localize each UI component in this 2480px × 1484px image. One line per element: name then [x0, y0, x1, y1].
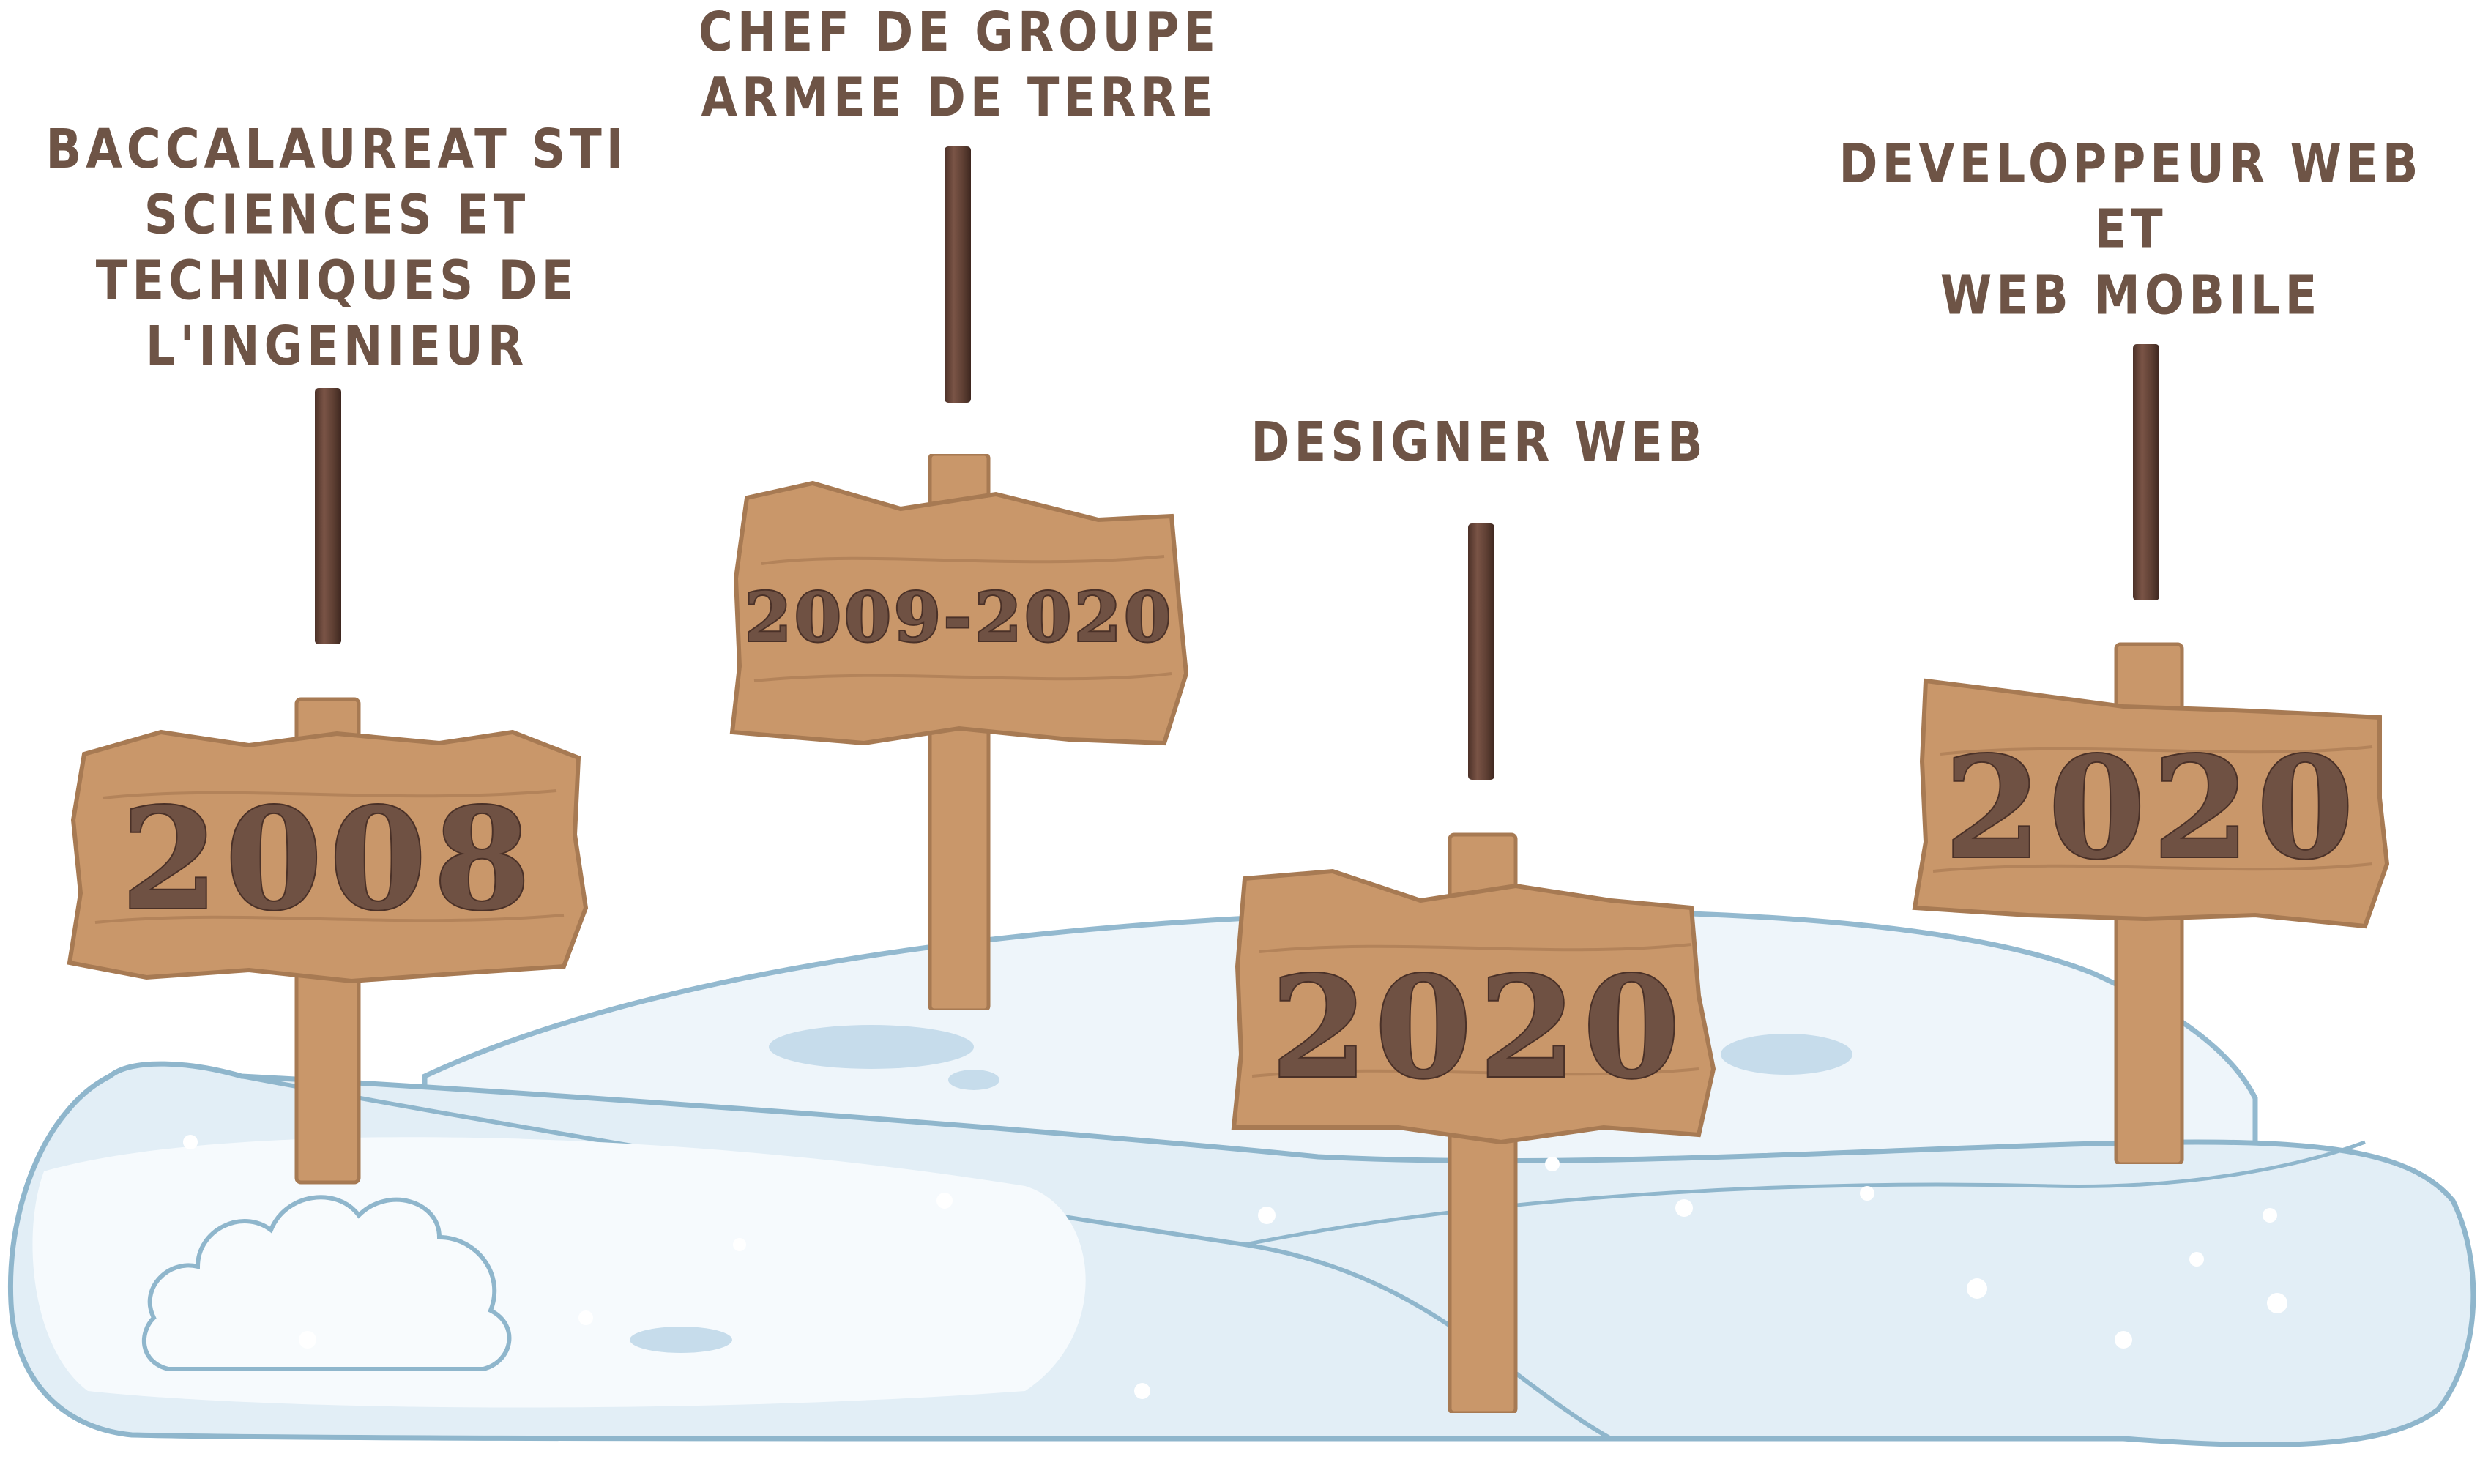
- title-line: CHEF DE GROUPE: [698, 1, 1221, 64]
- signpost-2009-2020: 2009-2020: [729, 454, 1189, 1010]
- signpost-2020-developer: 2020: [1912, 642, 2390, 1164]
- snow-ridge-line-right: [1244, 1140, 2366, 1247]
- milestone-year-2020-developer: 2020: [1945, 726, 2361, 890]
- snowflakes: [183, 1135, 2287, 1399]
- milestone-year-2008: 2008: [122, 778, 538, 941]
- snow-shadows: [630, 1025, 1852, 1353]
- title-line: WEB MOBILE: [1940, 264, 2322, 327]
- milestone-peg-2009-2020: [945, 146, 971, 403]
- title-line: ET: [2094, 199, 2167, 262]
- milestone-year-2020-designer: 2020: [1271, 946, 1688, 1109]
- signpost-2020-designer: 2020: [1231, 832, 1716, 1413]
- title-line: SCIENCES ET: [144, 184, 530, 247]
- title-line: ARMEE DE TERRE: [701, 67, 1218, 130]
- snow-clump: [142, 1195, 512, 1371]
- title-line: TECHNIQUES DE: [95, 250, 578, 313]
- milestone-peg-2008: [315, 388, 341, 644]
- milestone-title-2020-developer: DEVELOPPEUR WEB ET WEB MOBILE: [1801, 132, 2460, 329]
- milestone-title-2008: BACCALAUREAT STI SCIENCES ET TECHNIQUES …: [15, 117, 659, 380]
- title-line: L'INGENIEUR: [145, 316, 529, 379]
- milestone-peg-2020-designer: [1468, 523, 1494, 780]
- title-line: DESIGNER WEB: [1251, 411, 1708, 474]
- title-line: BACCALAUREAT STI: [45, 119, 628, 182]
- title-line: DEVELOPPEUR WEB: [1839, 133, 2423, 196]
- milestone-title-2009-2020: CHEF DE GROUPE ARMEE DE TERRE: [644, 0, 1274, 131]
- milestone-title-2020-designer: DESIGNER WEB: [1186, 410, 1772, 476]
- milestone-year-2009-2020: 2009-2020: [745, 578, 1174, 657]
- signpost-2008: 2008: [67, 697, 589, 1185]
- milestone-peg-2020-developer: [2133, 344, 2159, 600]
